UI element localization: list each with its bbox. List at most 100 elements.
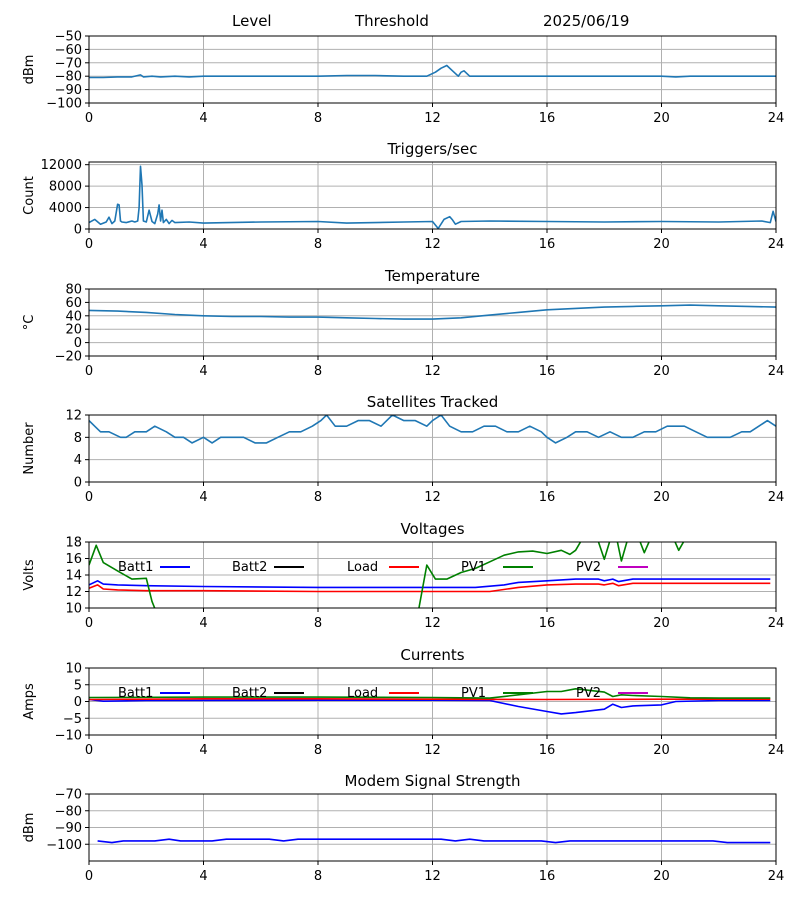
y-tick-label: 60 bbox=[65, 296, 82, 311]
chart-panel-3: 0 4 8 12 16 20 24 0 4 8 12 Satellites Tracked Number bbox=[22, 393, 784, 505]
y-tick-label: 16 bbox=[65, 552, 82, 567]
chart-panel-5: 0 4 8 12 16 20 24 −10 −5 0 510 Currents Amps Batt1 Bat… bbox=[22, 646, 784, 758]
series-line-0 bbox=[89, 64, 776, 79]
x-tick-label: 4 bbox=[199, 111, 207, 126]
x-tick-label: 12 bbox=[424, 111, 441, 126]
series-line-0 bbox=[89, 304, 776, 320]
legend-label-pv2: PV2 bbox=[576, 686, 601, 701]
y-tick-label: −70 bbox=[55, 56, 82, 71]
x-tick-label: 12 bbox=[424, 743, 441, 758]
header-date: 2025/06/19 bbox=[543, 12, 630, 30]
y-tick-label: 40 bbox=[65, 309, 82, 324]
y-tick-label: −90 bbox=[55, 821, 82, 836]
y-tick-label: 8 bbox=[74, 431, 82, 446]
y-tick-label: −20 bbox=[55, 350, 82, 365]
x-tick-label: 20 bbox=[653, 364, 670, 379]
x-tick-label: 16 bbox=[539, 490, 556, 505]
x-tick-label: 4 bbox=[199, 616, 207, 631]
x-tick-label: 8 bbox=[314, 869, 322, 884]
chart-panel-1: 0 4 8 12 16 20 24 0 4000 8000 12000 Triggers/sec Cou… bbox=[22, 140, 784, 252]
y-tick-label: 4 bbox=[74, 453, 82, 468]
series-line-pv1 bbox=[89, 687, 771, 699]
x-tick-label: 24 bbox=[768, 490, 785, 505]
x-tick-label: 24 bbox=[768, 869, 785, 884]
y-tick-label: 8000 bbox=[49, 180, 82, 195]
chart-title: Currents bbox=[400, 646, 464, 664]
series-line-batt1 bbox=[89, 698, 771, 715]
x-tick-label: 0 bbox=[85, 237, 93, 252]
x-tick-label: 16 bbox=[539, 616, 556, 631]
x-tick-label: 0 bbox=[85, 616, 93, 631]
y-tick-label: −100 bbox=[46, 838, 82, 853]
series-line-batt1 bbox=[89, 578, 771, 589]
x-tick-label: 8 bbox=[314, 111, 322, 126]
y-tick-label: −90 bbox=[55, 83, 82, 98]
chart-title: Modem Signal Strength bbox=[345, 772, 521, 790]
series-line-load bbox=[89, 582, 771, 593]
x-tick-label: 16 bbox=[539, 869, 556, 884]
y-axis-label: dBm bbox=[22, 813, 37, 843]
y-axis-label: Count bbox=[22, 176, 37, 215]
x-tick-label: 20 bbox=[653, 743, 670, 758]
x-tick-label: 24 bbox=[768, 616, 785, 631]
y-axis-label: Number bbox=[22, 422, 37, 475]
y-tick-label: −80 bbox=[55, 804, 82, 819]
x-tick-label: 4 bbox=[199, 869, 207, 884]
x-tick-label: 24 bbox=[768, 364, 785, 379]
y-axis-label: dBm bbox=[22, 55, 37, 85]
x-tick-label: 12 bbox=[424, 237, 441, 252]
y-tick-label: 80 bbox=[65, 283, 82, 298]
x-tick-label: 4 bbox=[199, 743, 207, 758]
chart-title: Triggers/sec bbox=[387, 140, 478, 158]
legend-label-load: Load bbox=[347, 560, 378, 575]
legend-label-pv2: PV2 bbox=[576, 560, 601, 575]
legend-label-batt1: Batt1 bbox=[118, 560, 153, 575]
y-tick-label: −50 bbox=[55, 30, 82, 45]
y-tick-label: 5 bbox=[74, 678, 82, 693]
x-tick-label: 16 bbox=[539, 364, 556, 379]
x-tick-label: 16 bbox=[539, 237, 556, 252]
x-tick-label: 0 bbox=[85, 490, 93, 505]
x-tick-label: 0 bbox=[85, 869, 93, 884]
y-tick-label: 12 bbox=[65, 409, 82, 424]
x-tick-label: 0 bbox=[85, 743, 93, 758]
series-line-pv1 bbox=[89, 542, 685, 608]
legend-label-batt1: Batt1 bbox=[118, 686, 153, 701]
y-axis-label: Volts bbox=[22, 559, 37, 591]
x-tick-label: 16 bbox=[539, 111, 556, 126]
x-tick-label: 8 bbox=[314, 616, 322, 631]
y-tick-label: 0 bbox=[74, 223, 82, 238]
series-line-0 bbox=[89, 165, 776, 229]
y-tick-label: 12 bbox=[65, 585, 82, 600]
x-tick-label: 24 bbox=[768, 743, 785, 758]
y-tick-label: 18 bbox=[65, 536, 82, 551]
header-threshold-label: Threshold bbox=[355, 12, 429, 30]
y-tick-label: 14 bbox=[65, 569, 82, 584]
x-tick-label: 4 bbox=[199, 237, 207, 252]
x-tick-label: 4 bbox=[199, 364, 207, 379]
x-tick-label: 12 bbox=[424, 364, 441, 379]
y-tick-label: −70 bbox=[55, 788, 82, 803]
y-tick-label: 10 bbox=[65, 662, 82, 677]
series-line-load bbox=[89, 697, 771, 701]
y-tick-label: 0 bbox=[74, 336, 82, 351]
x-tick-label: 16 bbox=[539, 743, 556, 758]
legend-label-batt2: Batt2 bbox=[232, 686, 267, 701]
x-tick-label: 12 bbox=[424, 869, 441, 884]
x-tick-label: 8 bbox=[314, 490, 322, 505]
y-tick-label: 0 bbox=[74, 476, 82, 491]
x-tick-label: 20 bbox=[653, 869, 670, 884]
chart-title: Voltages bbox=[400, 520, 464, 538]
x-tick-label: 24 bbox=[768, 237, 785, 252]
chart-title: Satellites Tracked bbox=[367, 393, 498, 411]
chart-panel-0: 0 4 8 12 16 20 24 −100−90−80−70−60−50 dBm bbox=[22, 30, 784, 127]
y-tick-label: −60 bbox=[55, 43, 82, 58]
y-tick-label: 12000 bbox=[41, 158, 82, 173]
x-tick-label: 20 bbox=[653, 237, 670, 252]
x-tick-label: 0 bbox=[85, 111, 93, 126]
chart-panel-6: 0 4 8 12 16 20 24 −100 −90 −80−70 Modem Signal Str… bbox=[22, 772, 784, 884]
x-tick-label: 12 bbox=[424, 490, 441, 505]
